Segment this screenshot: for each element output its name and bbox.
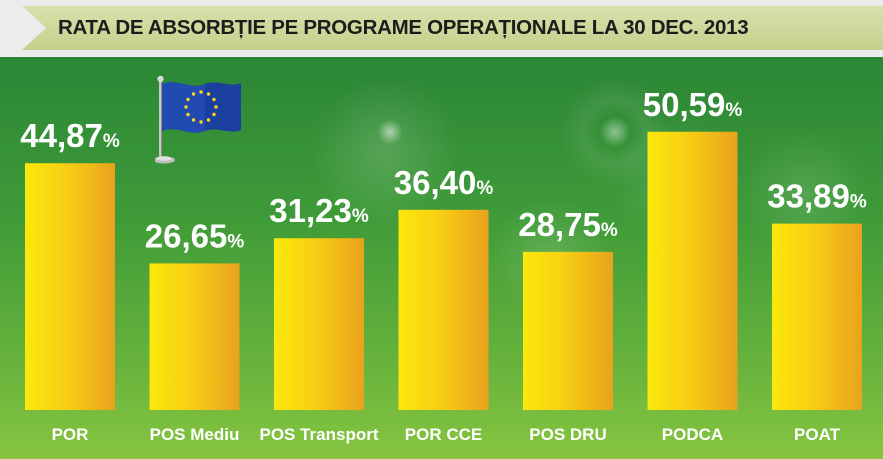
- value-label: 36,40%: [394, 164, 494, 201]
- flag-star: [206, 92, 211, 96]
- chart-title: RATA DE ABSORBȚIE PE PROGRAME OPERAȚIONA…: [58, 16, 749, 39]
- flag-star: [199, 90, 203, 94]
- bar: [398, 209, 489, 410]
- bar: [149, 263, 240, 410]
- value-label: 26,65%: [145, 217, 245, 254]
- category-label: PODCA: [662, 425, 723, 444]
- bar: [647, 131, 738, 410]
- flag-star: [212, 97, 216, 102]
- category-label: POR: [52, 425, 89, 444]
- title-ribbon: [22, 6, 883, 50]
- category-label: POS DRU: [529, 425, 606, 444]
- flag-star: [199, 120, 203, 124]
- flag-star: [206, 118, 211, 122]
- value-labels-layer: 44,87% 26,65% 31,23% 36,40% 28,75% 50,59% 33,8…: [20, 86, 867, 255]
- flag-star: [214, 105, 218, 109]
- category-labels-layer: POR POS Mediu POS Transport POR CCE POS DRU P…: [52, 425, 841, 444]
- flag-star: [191, 92, 196, 96]
- flag-star: [184, 105, 188, 109]
- value-label: 33,89%: [767, 178, 867, 215]
- bars-layer: [25, 131, 862, 410]
- flag-star: [191, 118, 196, 122]
- bar: [772, 223, 862, 410]
- category-label: POS Transport: [259, 425, 378, 444]
- value-label: 28,75%: [518, 206, 618, 243]
- flag-star: [186, 112, 190, 117]
- flag-star: [186, 97, 190, 102]
- value-label: 31,23%: [269, 192, 369, 229]
- category-label: POR CCE: [405, 425, 482, 444]
- value-label: 44,87%: [20, 117, 120, 154]
- value-label: 50,59%: [643, 86, 743, 123]
- flag-star: [212, 112, 216, 117]
- category-label: POAT: [794, 425, 841, 444]
- bar: [523, 251, 613, 410]
- bar: [274, 238, 364, 410]
- category-label: POS Mediu: [150, 425, 240, 444]
- eu-flag-icon: [153, 74, 245, 166]
- bar: [25, 163, 115, 410]
